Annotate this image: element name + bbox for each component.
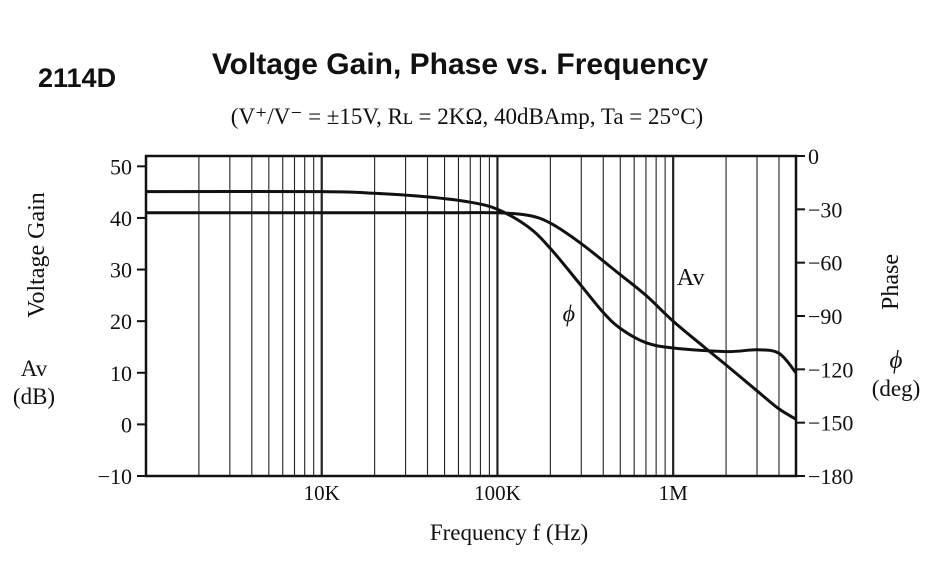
y-right-tick-label: −180 [808, 464, 853, 489]
y-left-tick-label: 10 [110, 361, 132, 386]
phase-curve [145, 189, 798, 374]
x-tick-label: 1M [659, 481, 689, 505]
part-number: 2114D [38, 63, 116, 93]
y-right-tick-label: −60 [808, 251, 842, 276]
y-right-tick-label: −150 [808, 411, 853, 436]
series-lines: Av ϕ [145, 189, 798, 421]
y-left-tick-label: 40 [110, 206, 132, 231]
chart-subtitle: (V⁺/V⁻ = ±15V, Rʟ = 2KΩ, 40dBAmp, Ta = 2… [231, 104, 703, 129]
x-tick-label: 100K [474, 481, 521, 505]
gain-curve [145, 211, 797, 421]
y-right-tick-label: −30 [808, 197, 842, 222]
y-left-tick-label: −10 [98, 464, 132, 489]
y-left-tick-label: 0 [121, 412, 132, 437]
y-right-unit: (deg) [872, 376, 921, 401]
axis-ticks: 50 40 30 20 10 0 −10 0 −30 −60 −90 −120 −150 −180 10K 1… [98, 144, 854, 505]
y-left-tick-label: 50 [110, 154, 132, 179]
chart-title: Voltage Gain, Phase vs. Frequency [212, 48, 709, 81]
y-left-unit: (dB) [13, 384, 55, 409]
gain-curve-label: Av [677, 265, 705, 291]
x-tick-label: 10K [304, 481, 340, 505]
y-left-tick-label: 30 [110, 258, 132, 283]
y-right-tick-label: −90 [808, 304, 842, 329]
y-left-unit-symbol: Av [21, 356, 48, 381]
grid-lines [198, 156, 780, 476]
phase-curve-label: ϕ [563, 301, 575, 327]
y-right-unit-symbol: ϕ [890, 347, 903, 374]
y-right-tick-label: −120 [808, 357, 853, 382]
x-axis-title: Frequency f (Hz) [430, 520, 588, 545]
plot-frame [144, 154, 798, 478]
y-left-tick-label: 20 [110, 309, 132, 334]
y-right-tick-label: 0 [808, 144, 819, 169]
y-right-axis-title: Phase [878, 254, 904, 310]
y-left-axis-title: Voltage Gain [24, 192, 50, 318]
